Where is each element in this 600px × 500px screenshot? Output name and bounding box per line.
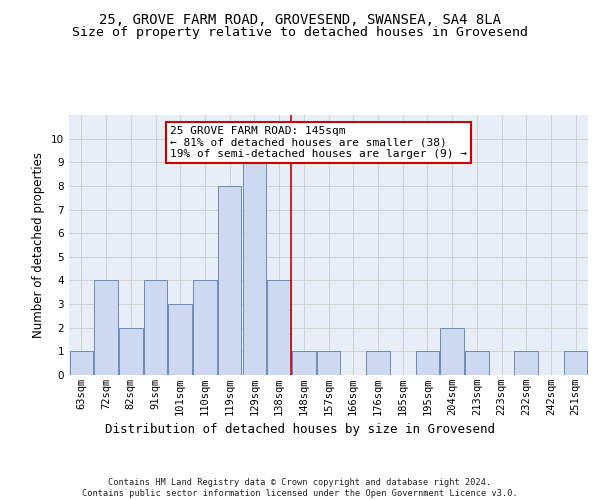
Bar bbox=[416, 352, 439, 375]
Bar bbox=[268, 280, 291, 375]
Text: 25 GROVE FARM ROAD: 145sqm
← 81% of detached houses are smaller (38)
19% of semi: 25 GROVE FARM ROAD: 145sqm ← 81% of deta… bbox=[170, 126, 467, 159]
Bar bbox=[242, 162, 266, 375]
Bar bbox=[119, 328, 143, 375]
Y-axis label: Number of detached properties: Number of detached properties bbox=[32, 152, 46, 338]
Bar bbox=[169, 304, 192, 375]
Bar bbox=[440, 328, 464, 375]
Bar bbox=[317, 352, 340, 375]
Bar bbox=[193, 280, 217, 375]
Bar bbox=[366, 352, 389, 375]
Text: Contains HM Land Registry data © Crown copyright and database right 2024.
Contai: Contains HM Land Registry data © Crown c… bbox=[82, 478, 518, 498]
Bar bbox=[94, 280, 118, 375]
Bar bbox=[564, 352, 587, 375]
Bar bbox=[514, 352, 538, 375]
Text: Distribution of detached houses by size in Grovesend: Distribution of detached houses by size … bbox=[105, 422, 495, 436]
Bar bbox=[218, 186, 241, 375]
Bar bbox=[144, 280, 167, 375]
Text: 25, GROVE FARM ROAD, GROVESEND, SWANSEA, SA4 8LA: 25, GROVE FARM ROAD, GROVESEND, SWANSEA,… bbox=[99, 12, 501, 26]
Bar bbox=[70, 352, 93, 375]
Bar bbox=[465, 352, 488, 375]
Text: Size of property relative to detached houses in Grovesend: Size of property relative to detached ho… bbox=[72, 26, 528, 39]
Bar bbox=[292, 352, 316, 375]
